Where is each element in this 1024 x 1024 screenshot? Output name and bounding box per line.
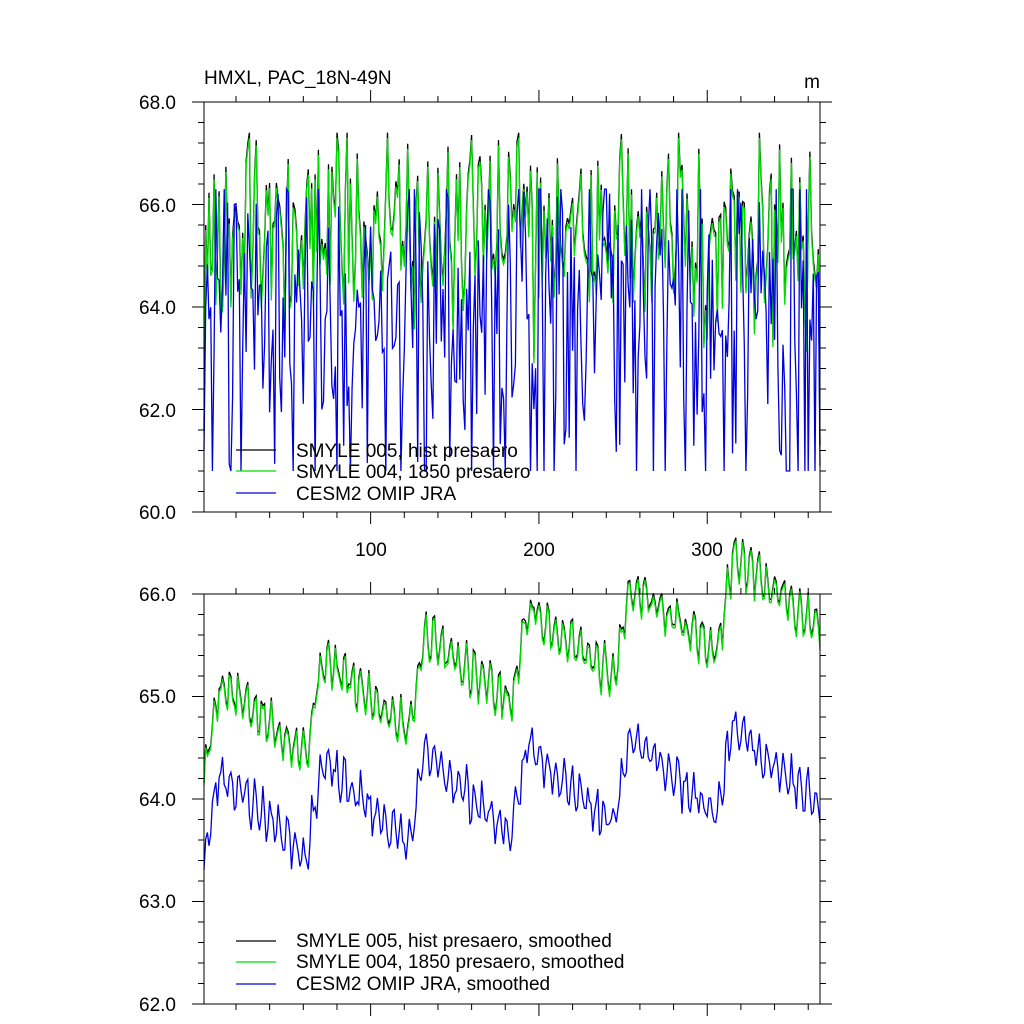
y-tick-label: 63.0 <box>139 892 176 913</box>
panel-1-ticks <box>192 90 832 524</box>
panel-1-plot-area <box>203 132 821 472</box>
x-tick-label: 100 <box>355 540 387 561</box>
panel-2-legend: SMYLE 005, hist presaero, smoothed SMYLE… <box>236 931 624 995</box>
panel-1-y-tick-labels: 68.0 66.0 64.0 62.0 60.0 <box>139 93 176 524</box>
y-tick-label: 66.0 <box>139 585 176 606</box>
legend-label: CESM2 OMIP JRA <box>296 484 456 505</box>
panel-2-plot-area <box>203 537 821 870</box>
legend-label: SMYLE 005, hist presaero, smoothed <box>296 931 612 952</box>
panel-1-units: m <box>804 72 820 93</box>
panel-1: HMXL, PAC_18N-49N m 68.0 66.0 64.0 62.0 … <box>139 68 832 561</box>
panel-1-x-tick-labels: 100 200 300 <box>355 540 723 561</box>
y-tick-label: 65.0 <box>139 687 176 708</box>
legend-label: SMYLE 004, 1850 presaero, smoothed <box>296 952 624 973</box>
x-tick-label: 300 <box>691 540 723 561</box>
y-tick-label: 62.0 <box>139 401 176 422</box>
series-line-cesm2-omip-jra-smoothed <box>203 711 821 870</box>
legend-label: SMYLE 004, 1850 presaero <box>296 462 531 483</box>
y-tick-label: 66.0 <box>139 196 176 217</box>
x-tick-label: 200 <box>523 540 555 561</box>
series-line-smyle004-1850 <box>203 137 821 446</box>
series-line-cesm2-omip-jra <box>203 186 821 472</box>
y-tick-label: 68.0 <box>139 93 176 114</box>
y-tick-label: 64.0 <box>139 790 176 811</box>
panel-1-legend: SMYLE 005, hist presaero SMYLE 004, 1850… <box>236 441 531 505</box>
panel-1-title: HMXL, PAC_18N-49N <box>204 68 392 89</box>
panel-2-ticks <box>192 582 832 1016</box>
series-line-smyle004-1850-smoothed <box>203 540 821 786</box>
legend-label: SMYLE 005, hist presaero <box>296 441 518 462</box>
panel-2-y-tick-labels: 66.0 65.0 64.0 63.0 62.0 <box>139 585 176 1016</box>
y-tick-label: 64.0 <box>139 298 176 319</box>
y-tick-label: 62.0 <box>139 995 176 1016</box>
legend-label: CESM2 OMIP JRA, smoothed <box>296 974 550 995</box>
y-tick-label: 60.0 <box>139 503 176 524</box>
panel-2: 66.0 65.0 64.0 63.0 62.0 SMYLE 005, hist… <box>139 537 832 1016</box>
